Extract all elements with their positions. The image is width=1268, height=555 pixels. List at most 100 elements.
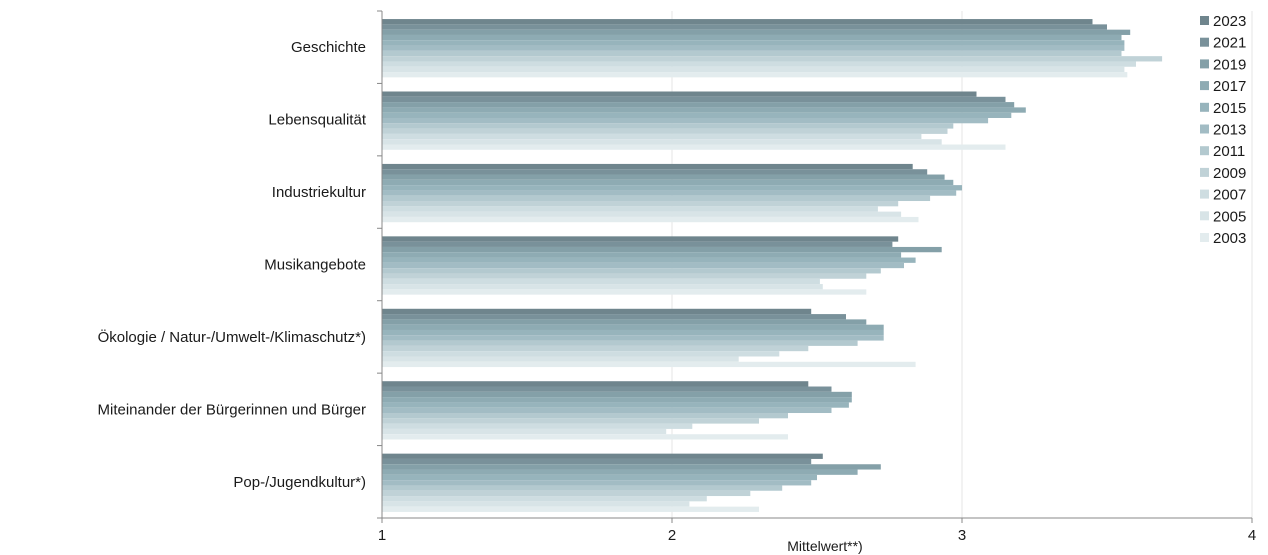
bar-2005-6 <box>382 501 690 507</box>
bar-2019-5 <box>382 391 852 398</box>
bar-2009-3 <box>382 273 867 279</box>
bar-2017-1 <box>382 107 1026 113</box>
legend-label: 2019 <box>1213 56 1246 73</box>
bar-2021-4 <box>382 314 846 320</box>
bar-2019-1 <box>382 102 1015 108</box>
bar-2009-4 <box>382 345 809 352</box>
bar-2015-5 <box>382 402 849 408</box>
category-label: Miteinander der Bürgerinnen und Bürger <box>98 401 367 418</box>
x-tick-label: 4 <box>1248 527 1256 544</box>
legend-swatch <box>1200 146 1209 156</box>
legend-label: 2009 <box>1213 165 1246 182</box>
legend-label: 2017 <box>1213 78 1246 95</box>
bar-2003-0 <box>382 72 1128 78</box>
legend-swatch <box>1200 102 1209 112</box>
legend-label: 2021 <box>1213 35 1246 52</box>
bar-2003-5 <box>382 434 788 440</box>
y-axis: Geschichte Lebensqualität Industriekultur M… <box>98 10 383 519</box>
x-tick-label: 2 <box>668 527 676 544</box>
bar-2021-0 <box>382 24 1107 30</box>
x-tick-label: 1 <box>378 527 386 544</box>
bar-2017-2 <box>382 179 954 186</box>
legend-label: 2007 <box>1213 187 1246 204</box>
bar-2003-3 <box>382 289 867 295</box>
legend-swatch <box>1200 37 1209 47</box>
category-label: Pop-/Jugendkultur*) <box>233 474 366 491</box>
bar-2023-1 <box>382 91 977 97</box>
bar-2015-3 <box>382 257 916 263</box>
bar-2019-4 <box>382 319 867 325</box>
legend-swatch <box>1200 189 1209 199</box>
bar-2009-2 <box>382 201 899 207</box>
bar-2009-1 <box>382 128 948 134</box>
legend-label: 2003 <box>1213 230 1246 247</box>
bar-2003-6 <box>382 506 759 512</box>
bar-2023-2 <box>382 163 913 170</box>
bar-2019-6 <box>382 464 881 470</box>
legend-label: 2005 <box>1213 208 1246 225</box>
legend-swatch <box>1200 81 1209 91</box>
bar-2017-4 <box>382 324 884 330</box>
bar-2023-0 <box>382 19 1093 25</box>
category-label: Musikangebote <box>264 257 366 274</box>
bar-2007-6 <box>382 496 707 502</box>
bar-2021-5 <box>382 386 832 392</box>
bar-2011-0 <box>382 50 1122 57</box>
category-label: Industriekultur <box>272 184 366 201</box>
bar-2013-6 <box>382 480 812 486</box>
bar-2013-2 <box>382 190 957 196</box>
bar-2013-3 <box>382 262 904 269</box>
bar-2007-2 <box>382 206 878 212</box>
bar-2015-2 <box>382 185 962 191</box>
bar-2009-6 <box>382 490 751 497</box>
bar-2005-0 <box>382 66 1125 73</box>
bar-2019-0 <box>382 29 1131 35</box>
bar-2007-4 <box>382 351 780 357</box>
legend-swatch <box>1200 16 1209 25</box>
bar-2013-5 <box>382 407 832 414</box>
bar-2011-3 <box>382 268 881 274</box>
bar-2009-0 <box>382 56 1163 62</box>
bar-2021-3 <box>382 241 893 247</box>
bar-2023-6 <box>382 453 823 459</box>
bar-2019-3 <box>382 246 942 253</box>
bar-2013-4 <box>382 335 884 341</box>
bar-2011-5 <box>382 413 788 419</box>
legend-swatch <box>1200 211 1209 221</box>
legend: 2023 2021 2019 2017 2015 2013 2011 2009 2007 2005… <box>1200 13 1246 247</box>
bar-2021-2 <box>382 169 928 175</box>
bar-2011-6 <box>382 485 783 491</box>
bar-2021-6 <box>382 458 812 465</box>
x-axis-title: Mittelwert**) <box>787 538 862 554</box>
bar-2003-4 <box>382 361 916 368</box>
bar-2005-4 <box>382 356 739 362</box>
legend-swatch <box>1200 233 1209 242</box>
bar-2017-5 <box>382 397 852 403</box>
bar-2021-1 <box>382 96 1006 103</box>
bar-2003-2 <box>382 216 919 223</box>
bar-2009-5 <box>382 418 759 424</box>
bar-2023-4 <box>382 308 812 315</box>
bar-2003-1 <box>382 144 1006 150</box>
bar-2017-3 <box>382 252 902 258</box>
x-tick-label: 3 <box>958 527 966 544</box>
bar-2011-2 <box>382 195 931 202</box>
bar-2005-1 <box>382 139 942 145</box>
bar-2019-2 <box>382 174 945 180</box>
bar-2023-5 <box>382 381 809 387</box>
x-axis: 1 2 3 4 <box>378 517 1256 544</box>
bar-2017-6 <box>382 469 858 475</box>
bar-2011-1 <box>382 123 954 129</box>
category-label: Ökologie / Natur-/Umwelt-/Klimaschutz*) <box>98 328 366 346</box>
bar-2007-0 <box>382 61 1136 67</box>
bar-2005-5 <box>382 428 667 435</box>
bar-2023-3 <box>382 236 899 242</box>
bar-2013-0 <box>382 45 1125 51</box>
bar-2011-4 <box>382 340 858 346</box>
legend-label: 2013 <box>1213 122 1246 139</box>
legend-label: 2023 <box>1213 13 1246 30</box>
bars <box>382 19 1163 512</box>
legend-label: 2011 <box>1213 143 1245 160</box>
legend-swatch <box>1200 59 1209 69</box>
